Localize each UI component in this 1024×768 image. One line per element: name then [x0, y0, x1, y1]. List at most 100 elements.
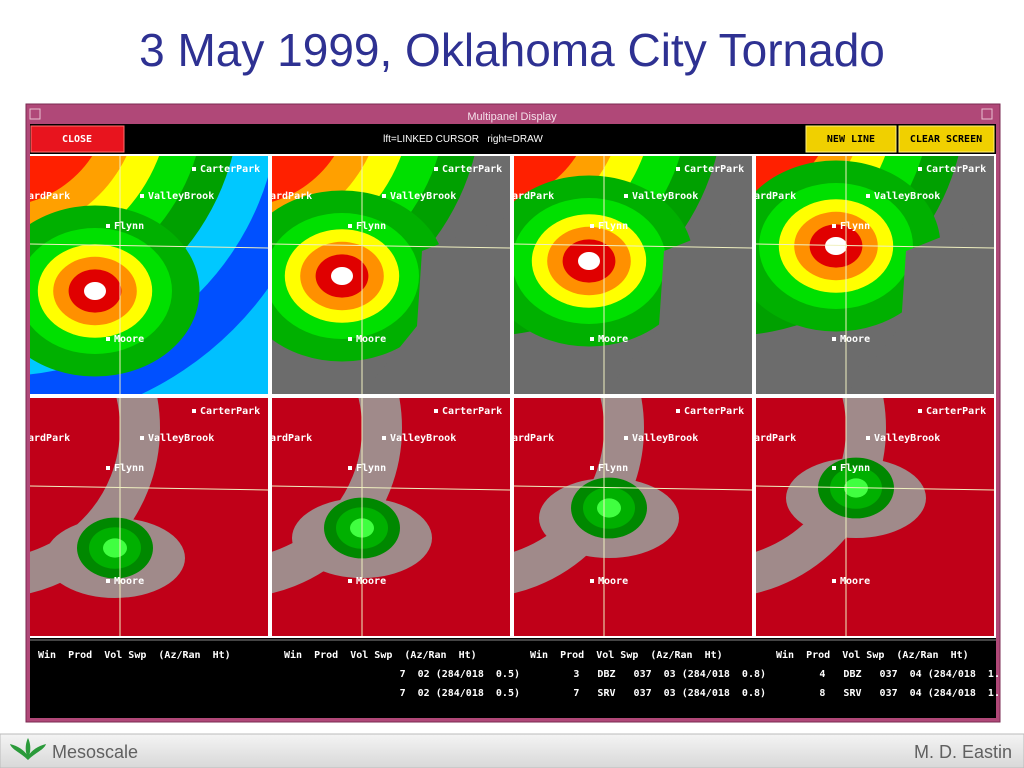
- info-row: 3 DBZ 037 03 (284/018 0.8): [573, 669, 766, 680]
- window-menu[interactable]: [29, 108, 41, 120]
- road: [30, 243, 268, 249]
- place-marker: [382, 436, 386, 440]
- clear-area: [604, 216, 752, 394]
- place-marker: [140, 436, 144, 440]
- place-label: Flynn: [598, 463, 628, 474]
- place-label: ValleyBrook: [148, 433, 214, 444]
- road: [756, 485, 994, 491]
- velocity-band: [272, 398, 402, 594]
- radar-panel: CarterPark ardPark ValleyBrook Flynn Moore: [754, 398, 994, 636]
- button-label: CLEAR SCREEN: [910, 134, 982, 145]
- velocity-band: [756, 398, 886, 594]
- place-marker: [590, 579, 594, 583]
- place-label: Flynn: [840, 221, 870, 232]
- info-row: 8 SRV 037 04 (284/018 1.0): [819, 688, 1012, 699]
- place-marker: [382, 194, 386, 198]
- place-marker: [676, 409, 680, 413]
- place-label: Moore: [356, 334, 386, 345]
- place-label: ardPark: [754, 433, 796, 444]
- place-label: CarterPark: [684, 164, 744, 175]
- slide-title: 3 May 1999, Oklahoma City Tornado: [139, 24, 885, 76]
- place-label: CarterPark: [442, 164, 502, 175]
- place-label: Flynn: [840, 463, 870, 474]
- place-label: ValleyBrook: [390, 433, 456, 444]
- place-marker: [918, 409, 922, 413]
- place-label: ardPark: [512, 191, 554, 202]
- place-marker: [106, 224, 110, 228]
- panels: CarterPark ardPark ValleyBrook Flynn Moore Ca…: [28, 156, 994, 636]
- place-label: Moore: [840, 576, 870, 587]
- radar-panel: CarterPark ardPark ValleyBrook Flynn Moore: [756, 156, 994, 394]
- window-maximize[interactable]: [981, 108, 993, 120]
- place-label: Moore: [114, 334, 144, 345]
- radar-panel: CarterPark ardPark ValleyBrook Flynn Moore: [28, 156, 268, 394]
- info-row: 7 SRV 037 03 (284/018 0.8): [573, 688, 766, 699]
- place-marker: [192, 167, 196, 171]
- logo-leaf: [25, 738, 31, 758]
- place-label: CarterPark: [926, 164, 986, 175]
- echo-band: [514, 156, 577, 202]
- button-label: NEW LINE: [827, 134, 875, 145]
- place-marker: [348, 466, 352, 470]
- echo-cell: [578, 252, 600, 270]
- radar-panel: CarterPark ardPark ValleyBrook Flynn Moore: [270, 156, 510, 394]
- place-label: Moore: [114, 576, 144, 587]
- clear-screen-button[interactable]: CLEAR SCREEN: [898, 125, 995, 153]
- place-label: ardPark: [270, 433, 312, 444]
- logo: [10, 738, 46, 760]
- info-header: Win Prod Vol Swp (Az/Ran Ht): [530, 649, 723, 661]
- button-face: [805, 125, 897, 153]
- hint: lft=LINKED CURSOR right=DRAW: [383, 134, 543, 145]
- echo-band: [30, 156, 93, 202]
- info-table: Win Prod Vol Swp (Az/Ran Ht) Win Prod Vol…: [38, 649, 1012, 699]
- road: [514, 485, 752, 491]
- button-face: [30, 125, 125, 153]
- window-title: Multipanel Display: [467, 111, 557, 123]
- echo-cell: [825, 237, 847, 255]
- echo-cell: [331, 267, 353, 285]
- velocity-core: [103, 538, 127, 558]
- place-label: Moore: [598, 576, 628, 587]
- place-marker: [140, 194, 144, 198]
- place-marker: [832, 579, 836, 583]
- place-label: Flynn: [114, 463, 144, 474]
- place-marker: [866, 436, 870, 440]
- place-marker: [106, 337, 110, 341]
- place-marker: [348, 337, 352, 341]
- place-label: ValleyBrook: [874, 191, 940, 202]
- close-button[interactable]: CLOSE: [30, 125, 125, 153]
- place-marker: [832, 466, 836, 470]
- place-label: ValleyBrook: [148, 191, 214, 202]
- info-row: 4 DBZ 037 04 (284/018 1.0): [819, 669, 1012, 680]
- place-marker: [676, 167, 680, 171]
- place-marker: [624, 194, 628, 198]
- place-label: CarterPark: [926, 406, 986, 417]
- clear-area: [362, 216, 510, 394]
- info-header: Win Prod Vol Swp (Az/Ran Ht): [38, 649, 231, 661]
- place-marker: [106, 579, 110, 583]
- place-marker: [918, 167, 922, 171]
- place-label: ardPark: [270, 191, 312, 202]
- radar-panel: CarterPark ardPark ValleyBrook Flynn Moore: [30, 398, 268, 636]
- radar-panel: CarterPark ardPark ValleyBrook Flynn Moore: [512, 156, 752, 394]
- place-label: CarterPark: [684, 406, 744, 417]
- place-label: Moore: [356, 576, 386, 587]
- road: [756, 243, 994, 249]
- place-marker: [832, 224, 836, 228]
- footer-bar: [0, 733, 1024, 768]
- footer-right: M. D. Eastin: [914, 742, 1012, 762]
- new-line-button[interactable]: NEW LINE: [805, 125, 897, 153]
- radar-panel: CarterPark ardPark ValleyBrook Flynn Moore: [514, 398, 752, 636]
- place-label: ValleyBrook: [632, 191, 698, 202]
- place-label: ardPark: [28, 191, 70, 202]
- place-label: Flynn: [356, 221, 386, 232]
- velocity-core: [597, 498, 621, 518]
- place-marker: [434, 409, 438, 413]
- echo-band: [272, 156, 335, 202]
- place-label: CarterPark: [442, 406, 502, 417]
- place-marker: [590, 466, 594, 470]
- place-marker: [624, 436, 628, 440]
- place-marker: [348, 224, 352, 228]
